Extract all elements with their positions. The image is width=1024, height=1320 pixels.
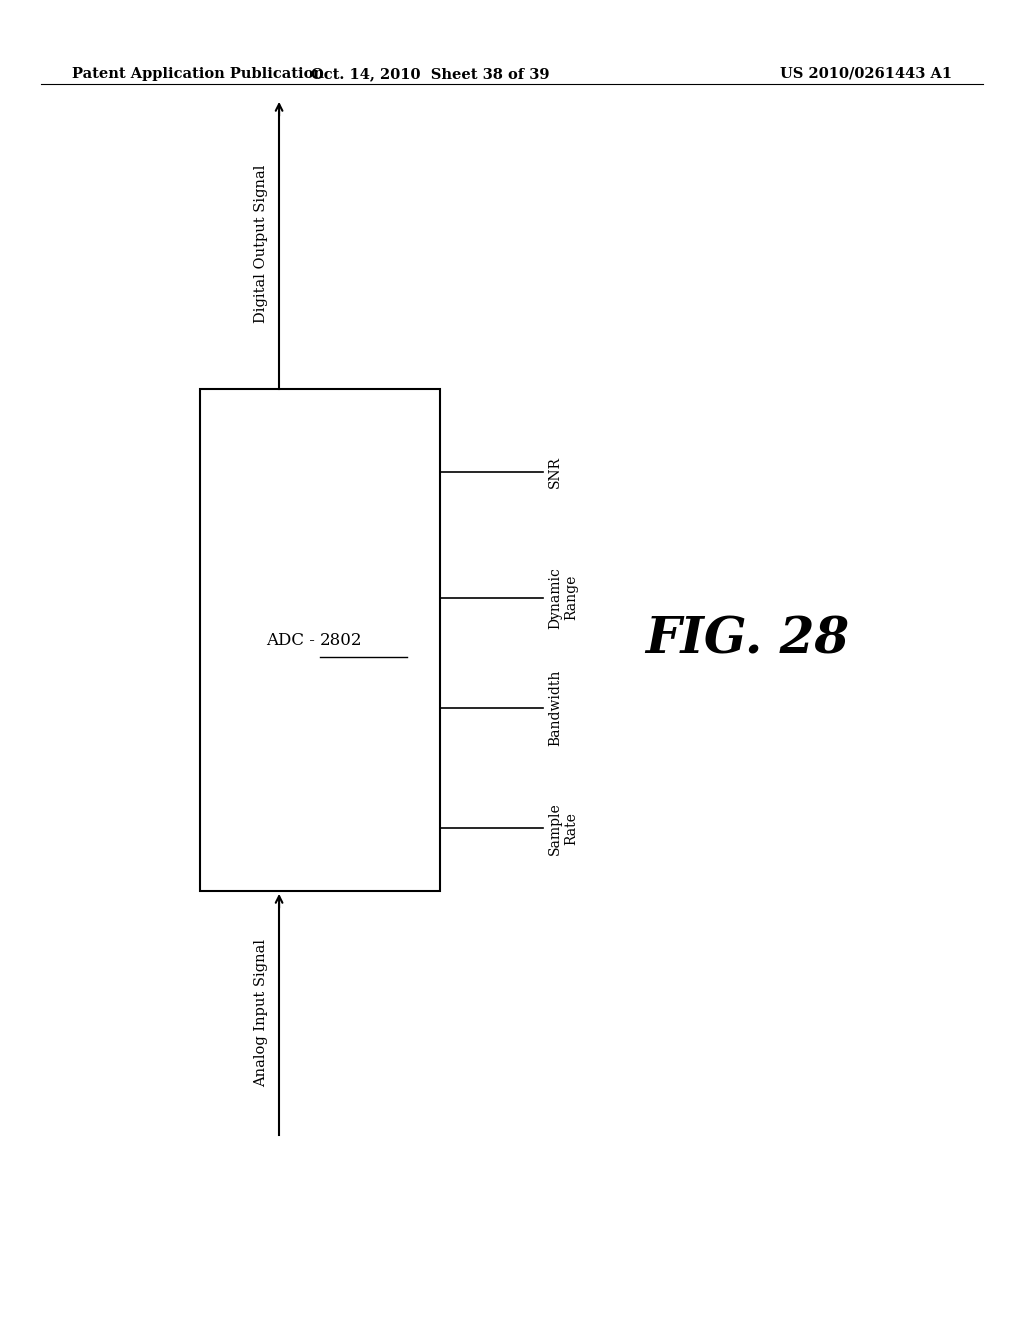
Text: Dynamic
Range: Dynamic Range <box>548 566 578 628</box>
Text: ADC -: ADC - <box>266 632 319 648</box>
Text: Patent Application Publication: Patent Application Publication <box>72 67 324 81</box>
Text: Analog Input Signal: Analog Input Signal <box>254 939 267 1088</box>
Text: 2802: 2802 <box>319 632 362 648</box>
Bar <box>200 389 440 891</box>
Text: Sample
Rate: Sample Rate <box>548 803 578 854</box>
Text: Oct. 14, 2010  Sheet 38 of 39: Oct. 14, 2010 Sheet 38 of 39 <box>311 67 549 81</box>
Text: SNR: SNR <box>548 457 562 488</box>
Text: Digital Output Signal: Digital Output Signal <box>254 165 267 323</box>
Text: FIG. 28: FIG. 28 <box>645 615 850 665</box>
Text: Bandwidth: Bandwidth <box>548 669 562 746</box>
Text: US 2010/0261443 A1: US 2010/0261443 A1 <box>780 67 952 81</box>
